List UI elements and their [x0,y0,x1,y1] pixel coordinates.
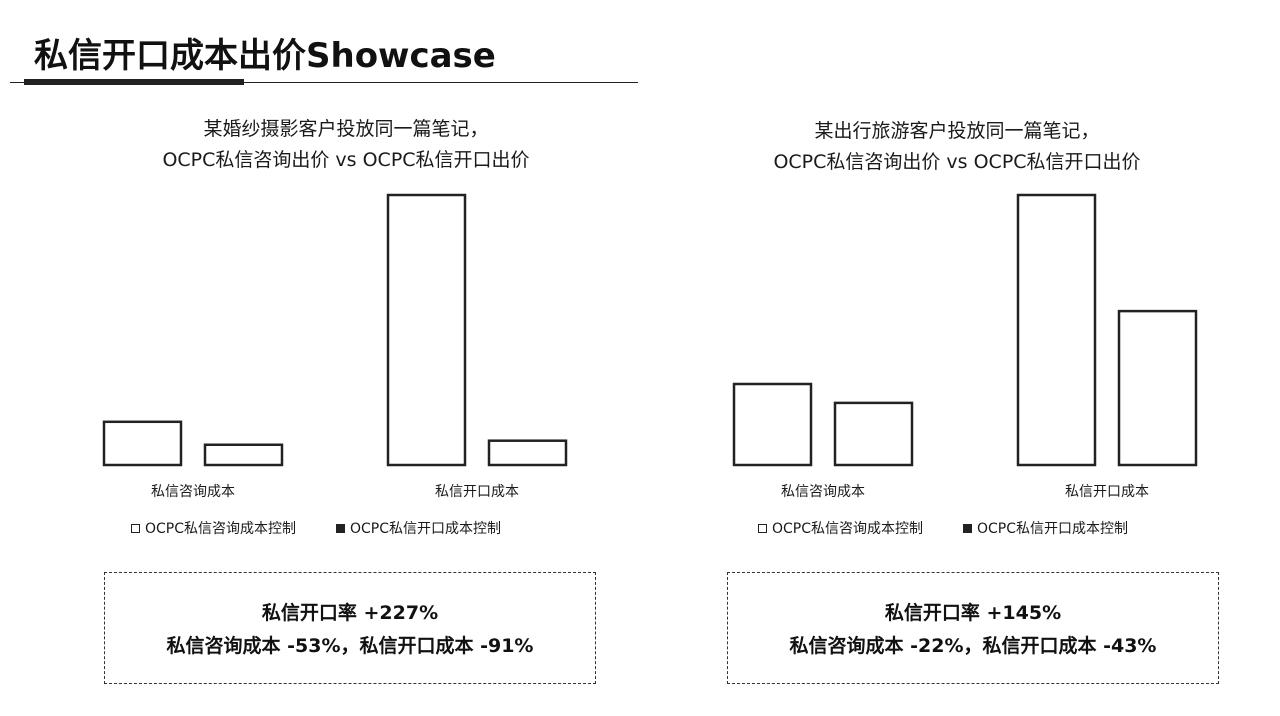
chart-2-title-line-2: OCPC私信咨询出价 vs OCPC私信开口出价 [773,151,1141,173]
legend-swatch-icon [336,523,346,533]
chart-1-title-line-2: OCPC私信咨询出价 vs OCPC私信开口出价 [162,149,530,171]
legend-swatch-icon [758,523,767,533]
chart-1-summary-box: 私信开口率 +227% 私信咨询成本 -53%，私信开口成本 -91% [104,572,596,684]
title-underline-accent [24,79,244,85]
chart-2-summary-line-2: 私信咨询成本 -22%，私信开口成本 -43% [789,635,1157,657]
chart-1-category-label-1: 私信开口成本 [435,484,519,500]
chart-1-summary-line-1: 私信开口率 +227% [261,602,439,624]
chart-2-bar-0-0 [732,382,813,467]
chart-2-legend: OCPC私信咨询成本控制 OCPC私信开口成本控制 [758,518,1128,538]
chart-1-bar-1-1 [487,439,568,467]
chart-1-legend-item-open: OCPC私信开口成本控制 [336,518,501,538]
chart-2-bar-1-0 [1016,193,1097,467]
page-title: 私信开口成本出价Showcase [34,36,496,76]
chart-2-legend-item-open: OCPC私信开口成本控制 [963,518,1128,538]
chart-1-bar-0-1 [203,443,284,467]
chart-2-bar-1-1 [1117,309,1198,467]
chart-1-title-line-1: 某婚纱摄影客户投放同一篇笔记， [203,118,489,140]
chart-1-legend-label-open: OCPC私信开口成本控制 [350,521,502,537]
chart-1-category-label-0: 私信咨询成本 [151,484,235,500]
chart-1-legend-item-consult: OCPC私信咨询成本控制 [131,518,296,538]
chart-1-summary-line-2: 私信咨询成本 -53%，私信开口成本 -91% [166,635,534,657]
chart-2-summary-line-1: 私信开口率 +145% [884,602,1062,624]
chart-2-bar-0-1 [833,401,914,467]
chart-1-title: 某婚纱摄影客户投放同一篇笔记， OCPC私信咨询出价 vs OCPC私信开口出价 [86,114,606,176]
chart-1: 私信咨询成本 私信开口成本 [102,193,568,500]
chart-2-category-label-0: 私信咨询成本 [781,484,865,500]
chart-2-legend-item-consult: OCPC私信咨询成本控制 [758,518,923,538]
title-underline [10,82,638,83]
chart-1-bar-0-0 [102,420,183,467]
chart-2-category-label-1: 私信开口成本 [1065,484,1149,500]
chart-1-legend: OCPC私信咨询成本控制 OCPC私信开口成本控制 [131,518,501,538]
chart-2: 私信咨询成本 私信开口成本 [732,193,1198,500]
chart-2-summary-box: 私信开口率 +145% 私信咨询成本 -22%，私信开口成本 -43% [727,572,1219,684]
legend-swatch-icon [131,523,140,533]
chart-2-legend-label-open: OCPC私信开口成本控制 [977,521,1129,537]
chart-2-title: 某出行旅游客户投放同一篇笔记， OCPC私信咨询出价 vs OCPC私信开口出价 [697,116,1217,178]
chart-1-legend-label-consult: OCPC私信咨询成本控制 [145,521,297,537]
chart-2-legend-label-consult: OCPC私信咨询成本控制 [772,521,924,537]
chart-1-bar-1-0 [386,193,467,467]
legend-swatch-icon [963,523,973,533]
chart-2-title-line-1: 某出行旅游客户投放同一篇笔记， [814,120,1100,142]
